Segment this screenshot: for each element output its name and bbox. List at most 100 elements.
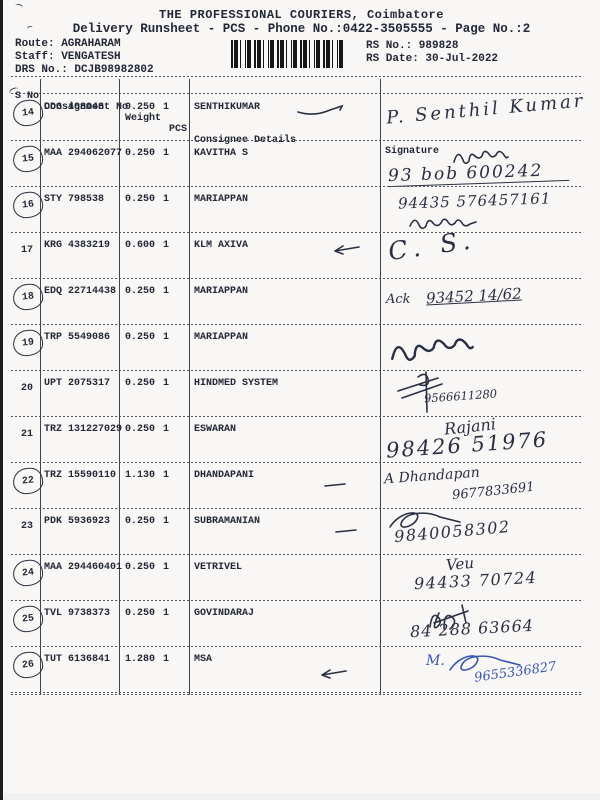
scan-edge-shadow [3, 793, 600, 800]
consignment-no: PDK 5936923 [44, 516, 111, 527]
consignment-no: UPT 2075317 [44, 378, 111, 389]
table-row: 20 UPT 2075317 0.250 1 HINDMED SYSTEM 95… [11, 371, 583, 417]
signature-area: 84 288 63664 [380, 601, 576, 647]
serial-number: 21 [20, 428, 33, 440]
barcode-image [231, 40, 344, 68]
table-row: 17 KRG 4383219 0.600 1 KLM AXIVA C. S. [11, 225, 583, 279]
signature-scribble-icon [408, 214, 478, 234]
table-row: 19 TRP 5549086 0.250 1 MARIAPPAN [11, 325, 583, 371]
signature-area: Veu 94433 70724 [380, 554, 576, 601]
table-row: 21 TRZ 131227029 0.250 1 ESWARAN Rajani 9… [11, 414, 583, 463]
rs-date-line: RS Date: 30-Jul-2022 [366, 53, 499, 65]
pcs-value: 1 [163, 148, 170, 159]
consignment-no: DDG 408048 [44, 102, 105, 113]
serial-number: 22 [11, 466, 45, 496]
consignment-no: TUT 6136841 [44, 654, 111, 665]
signature-phone-number: 94435 576457161 [397, 189, 552, 213]
table-row: 25 TVL 9738373 0.250 1 GOVINDARAJ 84 288… [11, 601, 583, 647]
divider [11, 694, 583, 695]
table-row: 16 STY 798538 0.250 1 MARIAPPAN 94435 57… [11, 187, 583, 233]
consignment-no: TRZ 131227029 [44, 424, 123, 435]
weight-value: 0.250 [125, 424, 156, 435]
arrow-mark-icon [331, 243, 361, 255]
table-row: 24 MAA 294460401 0.250 1 VETRIVEL Veu 944… [11, 554, 583, 601]
tick-mark-icon [296, 103, 344, 117]
pcs-value: 1 [163, 424, 170, 435]
pcs-value: 1 [163, 240, 170, 251]
signature-scribble-icon [388, 331, 474, 371]
table-row: 18 EDQ 22714438 0.250 1 MARIAPPAN Ack 934… [11, 279, 583, 325]
table-row: 22 TRZ 15590110 1.130 1 DHANDAPANI A Dha… [11, 463, 583, 509]
signature-scribble-icon [396, 371, 448, 413]
weight-value: 0.250 [125, 148, 156, 159]
signature-name: M. [426, 653, 445, 669]
consignment-no: TRZ 15590110 [44, 470, 117, 481]
consignee-name: HINDMED SYSTEM [194, 378, 279, 389]
signature-area: 93 bob 600242 [380, 141, 576, 188]
table-row: 15 MAA 294062077 0.250 1 KAVITHA S 93 bo… [11, 141, 583, 188]
col-signature: Signature [385, 146, 440, 157]
runsheet-table: S No Consignment No Weight PCS Consignee… [11, 76, 587, 695]
signature-scribble-icon [452, 146, 509, 170]
col-weight: Weight [125, 113, 162, 124]
route-line: Route: AGRAHARAM [15, 38, 121, 50]
consignee-name: SENTHIKUMAR [194, 102, 261, 113]
arrow-mark-icon [318, 667, 348, 679]
serial-number: 18 [11, 282, 45, 312]
weight-value: 0.250 [125, 378, 156, 389]
weight-value: 0.250 [125, 286, 156, 297]
signature-area [380, 325, 576, 371]
consignee-name: MSA [194, 654, 213, 665]
consignee-name: KLM AXIVA [194, 240, 249, 251]
page-title: THE PROFESSIONAL COURIERS, Coimbatore [159, 8, 444, 22]
pcs-value: 1 [163, 608, 170, 619]
divider [11, 76, 583, 77]
signature-name: A Dhandapan [383, 464, 481, 488]
signature-area: 9840058302 [380, 509, 576, 555]
page-subtitle: Delivery Runsheet - PCS - Phone No.:0422… [72, 22, 531, 36]
rs-no-line: RS No.: 989828 [366, 40, 459, 52]
signature-phone-number: 9677833691 [451, 479, 536, 504]
signature-area: Ack 93452 14/62 [380, 279, 576, 325]
signature-name: Ack [386, 292, 411, 307]
weight-value: 0.250 [125, 516, 156, 527]
pcs-value: 1 [163, 332, 170, 343]
drs-no-line: DRS No.: DCJB98982802 [15, 64, 154, 76]
signature-scribble-icon [386, 509, 462, 535]
consignment-no: EDQ 22714438 [44, 286, 117, 297]
pcs-value: 1 [163, 194, 170, 205]
consignee-name: MARIAPPAN [194, 332, 249, 343]
signature-name: P. Senthil Kumar [385, 90, 587, 129]
consignee-name: VETRIVEL [194, 562, 243, 573]
pcs-value: 1 [163, 516, 170, 527]
weight-value: 1.280 [125, 654, 156, 665]
signature-scribble-icon [422, 603, 474, 637]
consignment-no: TVL 9738373 [44, 608, 111, 619]
dash-mark-icon [334, 527, 358, 535]
signature-area: 94435 576457161 [380, 187, 576, 233]
weight-value: 0.250 [125, 102, 156, 113]
column-line [40, 79, 41, 695]
consignment-no: MAA 294062077 [44, 148, 123, 159]
consignee-name: SUBRAMANIAN [194, 516, 261, 527]
consignment-no: KRG 4383219 [44, 240, 111, 251]
consignee-name: DHANDAPANI [194, 470, 255, 481]
pcs-value: 1 [163, 470, 170, 481]
signature-area: Rajani 98426 51976 [380, 414, 576, 463]
weight-value: 0.250 [125, 194, 156, 205]
col-pcs: PCS [169, 124, 188, 135]
serial-number: 24 [11, 558, 45, 588]
signature-area: 9566611280 [380, 371, 576, 417]
consignee-name: GOVINDARAJ [194, 608, 255, 619]
serial-number: 16 [11, 190, 45, 220]
weight-value: 0.600 [125, 240, 156, 251]
column-line [119, 79, 120, 695]
consignee-name: ESWARAN [194, 424, 237, 435]
signature-area: A Dhandapan 9677833691 [380, 463, 576, 509]
pcs-value: 1 [163, 286, 170, 297]
dash-mark-icon [323, 481, 347, 489]
serial-number: 20 [20, 382, 33, 394]
pcs-value: 1 [163, 378, 170, 389]
serial-number: 14 [11, 98, 45, 128]
